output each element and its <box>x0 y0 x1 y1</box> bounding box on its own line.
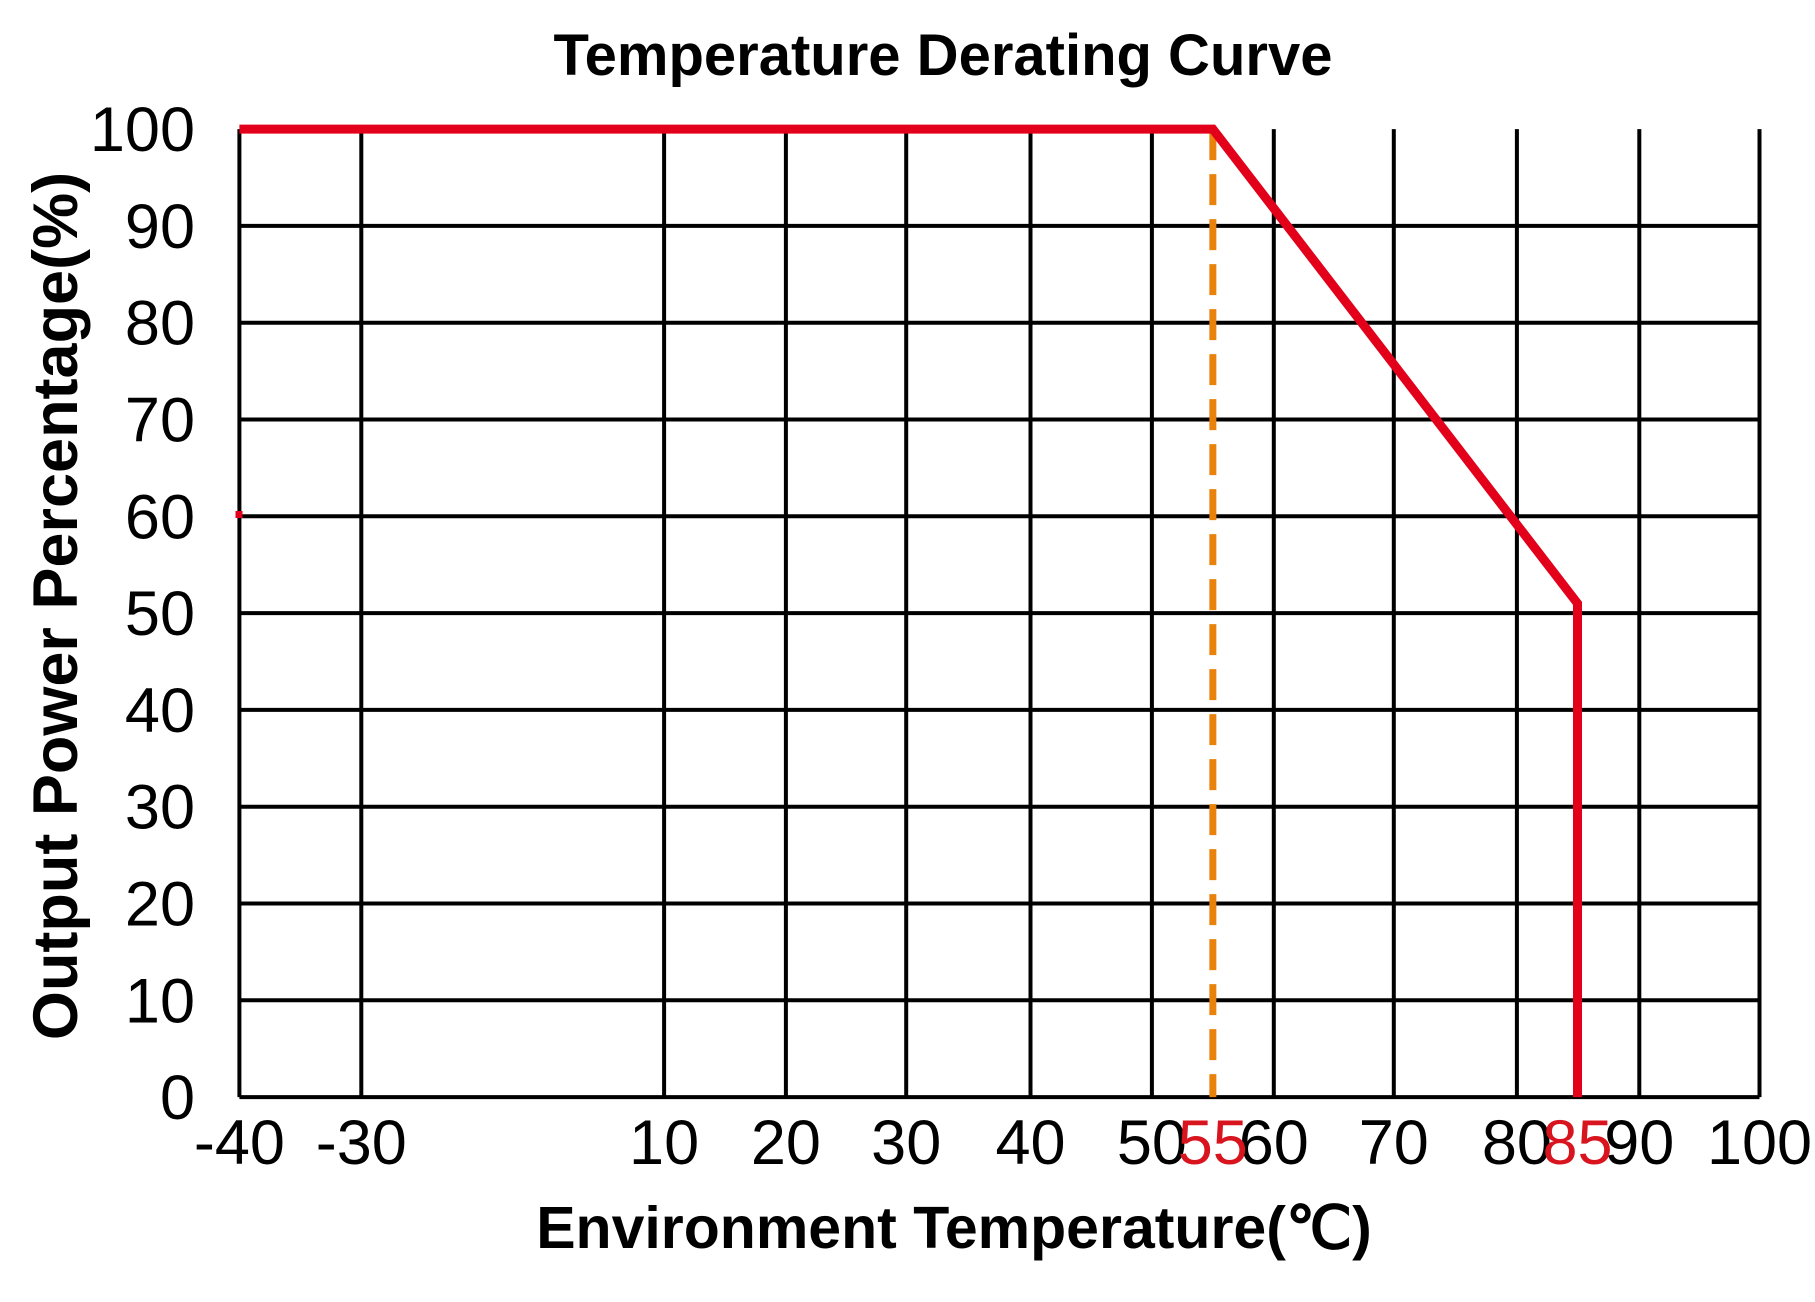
svg-text:30: 30 <box>871 1108 941 1178</box>
svg-text:100: 100 <box>1707 1108 1812 1178</box>
svg-text:20: 20 <box>125 870 195 940</box>
svg-text:70: 70 <box>125 386 195 456</box>
svg-text:10: 10 <box>125 966 195 1036</box>
svg-text:Environment Temperature(℃): Environment Temperature(℃) <box>536 1195 1372 1261</box>
svg-text:Temperature Derating Curve: Temperature Derating Curve <box>554 23 1333 88</box>
svg-text:60: 60 <box>1239 1108 1309 1178</box>
svg-text:30: 30 <box>125 773 195 843</box>
svg-text:50: 50 <box>125 579 195 649</box>
svg-text:-40: -40 <box>194 1108 285 1178</box>
svg-text:Output Power Percentage(%): Output Power Percentage(%) <box>21 172 91 1040</box>
svg-text:40: 40 <box>125 676 195 746</box>
svg-text:0: 0 <box>160 1063 195 1133</box>
svg-text:20: 20 <box>751 1108 821 1178</box>
svg-text:55: 55 <box>1178 1108 1248 1178</box>
svg-text:80: 80 <box>1482 1108 1552 1178</box>
svg-text:50: 50 <box>1117 1108 1187 1178</box>
svg-text:100: 100 <box>90 95 195 165</box>
svg-text:60: 60 <box>125 482 195 552</box>
svg-text:-30: -30 <box>316 1108 407 1178</box>
svg-text:90: 90 <box>1604 1108 1674 1178</box>
svg-text:40: 40 <box>995 1108 1065 1178</box>
svg-text:10: 10 <box>629 1108 699 1178</box>
svg-text:85: 85 <box>1542 1108 1612 1178</box>
svg-text:80: 80 <box>125 289 195 359</box>
svg-text:90: 90 <box>125 192 195 262</box>
svg-text:70: 70 <box>1359 1108 1429 1178</box>
